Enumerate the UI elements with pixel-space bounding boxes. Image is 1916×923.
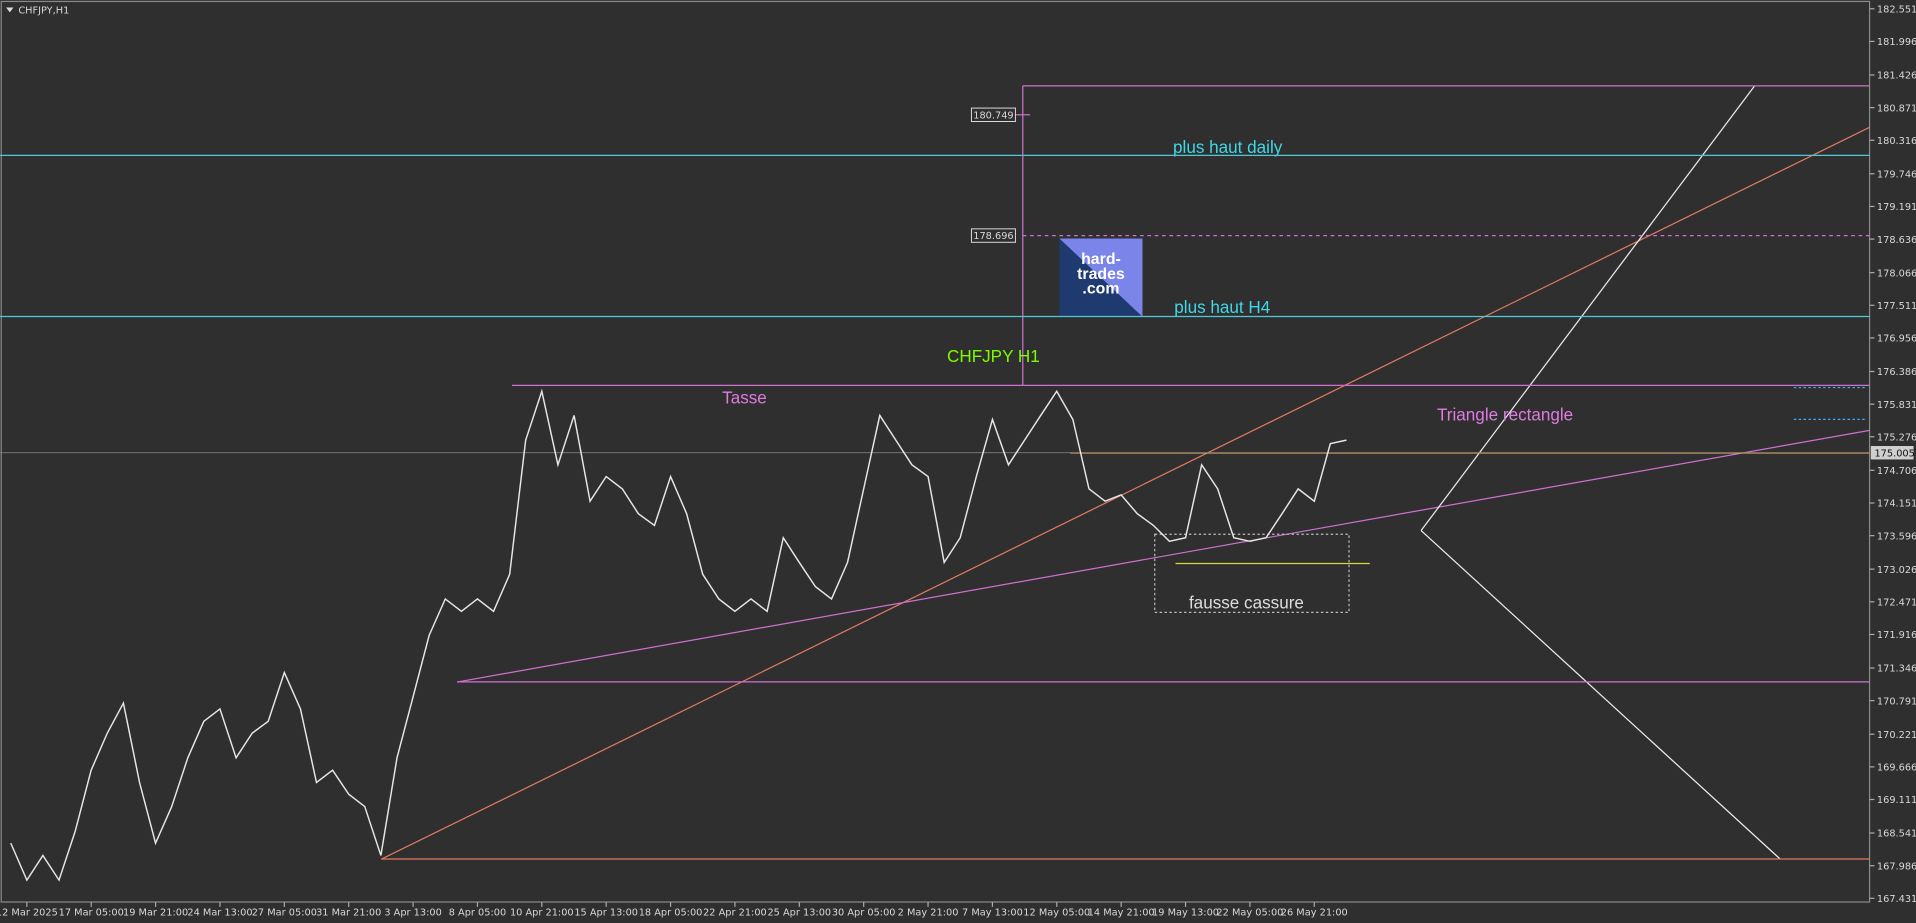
y-tick-label: 171.346 (1877, 664, 1916, 675)
price-line (10, 388, 1347, 882)
x-tick-label: 18 Apr 05:00 (639, 907, 703, 918)
price-box (970, 228, 1016, 243)
x-tick-label: 17 Mar 05:00 (59, 907, 124, 918)
y-tick-label: 181.996 (1877, 37, 1916, 48)
y-tick-label: 174.151 (1877, 499, 1916, 510)
x-tick-label: 26 May 21:00 (1281, 907, 1348, 918)
plot-frame (0, 0, 1871, 903)
y-tick-label: 177.511 (1877, 301, 1916, 312)
x-tick-label: 10 Apr 21:00 (510, 907, 574, 918)
last-price-box (1870, 446, 1914, 460)
logo-text: .com (1082, 280, 1119, 297)
y-tick-label: 180.871 (1877, 103, 1916, 114)
y-tick-label: 178.636 (1877, 235, 1916, 246)
y-tick-label: 181.426 (1877, 71, 1916, 82)
x-tick-label: 12 Mar 2025 (0, 907, 58, 918)
chart-title: CHFJPY,H1 (18, 6, 69, 17)
x-tick-label: 14 May 21:00 (1088, 907, 1155, 918)
last-price-label: 175.005 (1874, 448, 1914, 459)
y-tick-label: 171.916 (1877, 630, 1916, 641)
logo-text: hard- (1081, 251, 1121, 268)
y-tick-label: 179.191 (1877, 202, 1916, 213)
y-tick-label: 175.831 (1877, 400, 1916, 411)
logo: hard- trades .com (1059, 238, 1143, 317)
y-tick-label: 173.596 (1877, 531, 1916, 542)
y-tick-label: 173.026 (1877, 565, 1916, 576)
y-tick-label: 169.111 (1877, 795, 1916, 806)
x-tick-label: 12 May 05:00 (1023, 907, 1090, 918)
y-tick-label: 172.471 (1877, 597, 1916, 608)
x-tick-label: 27 Mar 05:00 (252, 907, 317, 918)
x-tick-label: 24 Mar 13:00 (187, 907, 252, 918)
plot: 182.551 181.996 181.426 180.871 180.316 179.7… (0, 4, 1916, 918)
x-tick-label: 22 Apr 21:00 (703, 907, 767, 918)
x-tick-label: 25 Apr 13:00 (767, 907, 831, 918)
x-tick-label: 19 May 13:00 (1152, 907, 1219, 918)
y-tick-label: 180.316 (1877, 136, 1916, 147)
y-tick-label: 176.386 (1877, 367, 1916, 378)
x-tick-label: 7 May 13:00 (962, 907, 1023, 918)
menu-icon (6, 7, 14, 13)
x-tick-label: 3 Apr 13:00 (384, 907, 441, 918)
x-tick-label: 19 Mar 21:00 (123, 907, 188, 918)
annotation: fausse cassure (1189, 594, 1304, 613)
y-tick-label: 178.066 (1877, 268, 1916, 279)
logo-text: trades (1077, 266, 1125, 283)
trend-line (380, 126, 1870, 860)
trend-line (456, 429, 1870, 683)
x-tick-label: 2 May 21:00 (898, 907, 959, 918)
price-label: 178.696 (973, 231, 1013, 242)
chart-label: CHFJPY H1 (947, 347, 1040, 366)
trend-line (1420, 85, 1756, 531)
y-tick-label: 174.706 (1877, 466, 1916, 477)
x-tick-label: 8 Apr 05:00 (449, 907, 506, 918)
y-tick-label: 182.551 (1877, 4, 1916, 15)
annotation: plus haut daily (1173, 138, 1283, 157)
x-tick-label: 30 Apr 05:00 (832, 907, 896, 918)
x-tick-label: 31 Mar 21:00 (316, 907, 381, 918)
price-label: 180.749 (973, 110, 1013, 121)
trend-line (1420, 530, 1781, 860)
y-tick-label: 170.221 (1877, 730, 1916, 741)
y-tick-label: 176.956 (1877, 334, 1916, 345)
y-tick-label: 169.666 (1877, 763, 1916, 774)
x-tick-label: 22 May 05:00 (1216, 907, 1283, 918)
y-tick-label: 175.276 (1877, 432, 1916, 443)
y-tick-label: 179.746 (1877, 169, 1916, 180)
annotation: Tasse (722, 388, 767, 407)
logo-triangle (1059, 238, 1143, 317)
annotation: plus haut H4 (1174, 298, 1270, 317)
y-tick-label: 168.541 (1877, 829, 1916, 840)
y-tick-label: 167.431 (1877, 894, 1916, 905)
y-tick-label: 170.791 (1877, 696, 1916, 707)
annotation: Triangle rectangle (1437, 406, 1573, 425)
x-tick-label: 15 Apr 13:00 (574, 907, 638, 918)
price-box (970, 107, 1016, 123)
y-tick-label: 167.986 (1877, 861, 1916, 872)
